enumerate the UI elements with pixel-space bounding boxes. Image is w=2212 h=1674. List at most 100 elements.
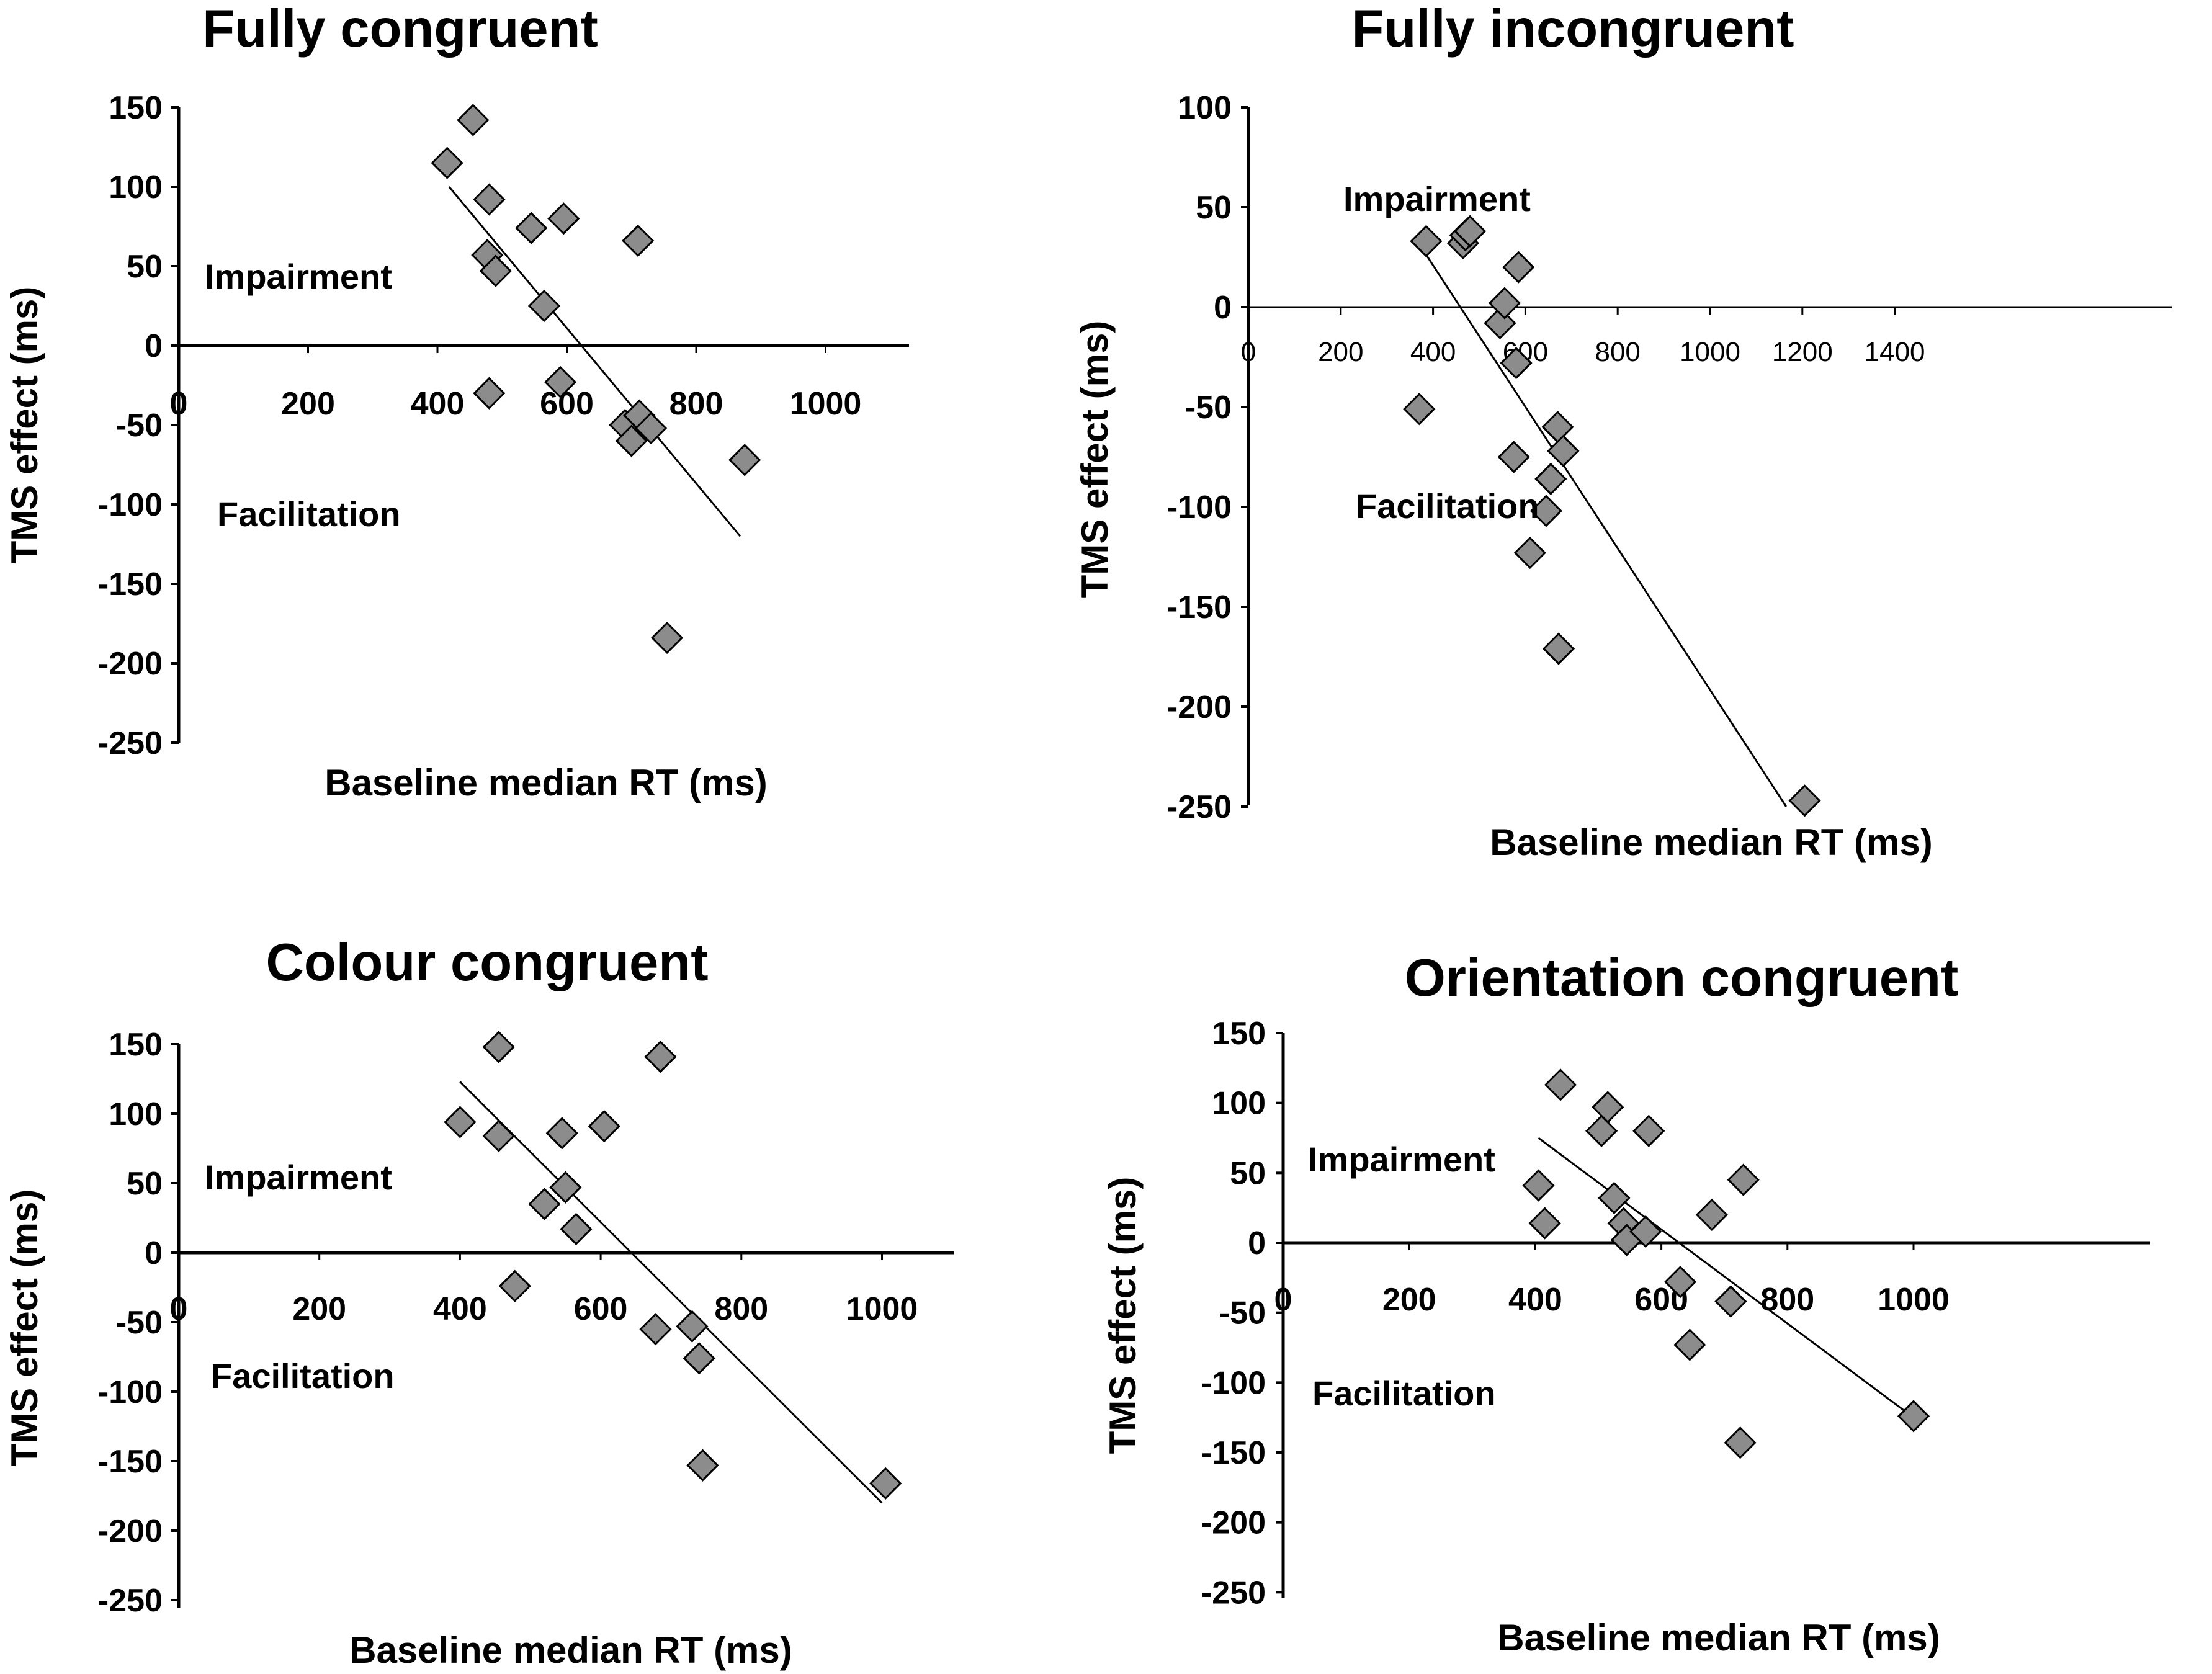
data-point [482,1031,515,1063]
annotation-facilitation: Facilitation [1356,486,1539,526]
data-point [1663,1265,1697,1299]
annotation-impairment: Impairment [1343,179,1531,218]
y-ticks: 100 50 0 -50 -100 -150 -200 -250 [1167,90,1248,825]
annotation-impairment: Impairment [205,1158,392,1197]
data-point [1592,1091,1624,1124]
data-point [515,212,548,244]
annotation-facilitation: Facilitation [1312,1374,1496,1413]
data-point [545,1117,578,1150]
y-tick-label: 150 [109,90,163,126]
data-point [482,1119,515,1152]
y-tick-label: -150 [1201,1435,1266,1471]
data-point [498,1269,531,1302]
x-axis-label: Baseline median RT (ms) [1497,1617,1940,1658]
chart-title: Colour congruent [266,933,709,992]
annotation-impairment: Impairment [205,257,392,296]
y-tick-label: -100 [98,487,163,523]
data-point [1453,215,1487,248]
x-tick-label: 1000 [790,386,862,422]
panel-orientation-congruent: Orientation congruent 150100500-50-100-1… [1102,949,2150,1658]
panel-fully-incongruent: Fully incongruent 100 50 0 -50 -100 -150 -200 -… [1074,0,2172,863]
y-tick-label: -200 [98,1513,163,1549]
data-point [1629,1215,1662,1248]
chart-title: Fully congruent [202,0,598,58]
x-tick-label: 200 [292,1291,346,1327]
y-tick-label: 50 [127,1166,163,1202]
data-point [1542,632,1575,665]
y-tick-label: -50 [116,1305,163,1341]
y-tick-label: 100 [109,169,163,205]
data-point [1544,1068,1577,1101]
x-ticks: 0 200 400 600 800 1000 [170,1253,918,1327]
x-tick-label: 800 [714,1291,768,1327]
data-point [1541,411,1574,444]
y-tick-label: 100 [109,1096,163,1132]
y-axis-label: TMS effect (ms) [4,1189,45,1467]
x-tick-label: 200 [1318,337,1363,367]
data-point [1529,495,1563,527]
data-point [1534,462,1567,496]
y-tick-label: -200 [98,646,163,682]
data-point [549,1171,582,1204]
y-ticks: 150 100 50 0 -50 -100 -150 -200 -250 [1201,1016,1283,1611]
data-point [639,1313,672,1346]
data-point [622,224,655,257]
data-point [650,621,684,655]
data-point [1788,784,1821,817]
data-point [1488,287,1521,320]
data-point [1403,393,1436,426]
y-tick-label: 150 [109,1027,163,1063]
y-tick-label: -100 [1167,490,1232,526]
x-tick-label: 400 [1508,1282,1562,1318]
data-point [1497,441,1530,473]
y-tick-label: 100 [1178,90,1232,126]
y-tick-label: 0 [1248,1225,1266,1261]
data-point [615,424,648,457]
y-tick-label: -250 [1201,1575,1266,1611]
y-axis-label: TMS effect (ms) [1074,321,1116,598]
data-point [1897,1400,1930,1433]
x-axis-label: Baseline median RT (ms) [1490,821,1933,863]
data-points [444,1031,902,1500]
x-ticks: 0 200 400 600 800 1000 [170,346,862,422]
y-ticks: 150 100 50 0 -50 -100 -150 -200 -250 [98,1027,179,1619]
data-point [1522,1169,1555,1202]
x-tick-label: 0 [1274,1282,1292,1318]
y-tick-label: -150 [1167,589,1232,625]
data-point [686,1449,719,1482]
x-tick-label: 400 [433,1291,487,1327]
y-tick-label: -250 [1167,789,1232,825]
data-points [1522,1068,1930,1459]
x-tick-label: 0 [170,386,188,422]
x-ticks: 0 200 400 600 800 1000 [1274,1243,1950,1318]
y-axis-label: TMS effect (ms) [4,287,45,564]
x-tick-label: 0 [1241,337,1256,367]
y-tick-label: -100 [98,1374,163,1410]
x-axis-label: Baseline median RT (ms) [349,1629,792,1671]
data-point [1547,434,1580,467]
x-tick-label: 1000 [1878,1282,1950,1318]
y-tick-label: -100 [1201,1365,1266,1401]
y-tick-label: 150 [1212,1016,1266,1052]
y-ticks: 150 100 50 0 -50 -100 -150 -200 -250 [98,90,179,761]
panel-fully-congruent: Fully congruent 150100500-50-100-150-200… [4,0,909,803]
data-point [444,1106,477,1139]
chart-title: Orientation congruent [1405,949,1959,1008]
x-tick-label: 1000 [846,1291,918,1327]
x-tick-label: 200 [281,386,335,422]
data-point [1585,1114,1618,1147]
y-tick-label: -200 [1167,689,1232,725]
trendline [459,1081,883,1504]
y-tick-label: -50 [116,408,163,444]
trendline [1423,251,1788,807]
trendline [1538,1137,1914,1418]
panel-colour-congruent: Colour congruent 150100500-50-100-150-20… [4,933,954,1671]
data-point [869,1467,902,1500]
data-point [1410,225,1443,257]
data-point [1632,1114,1665,1147]
data-point [547,202,580,235]
data-point [457,104,490,137]
y-tick-label: 50 [1230,1155,1266,1191]
y-tick-label: -150 [98,1444,163,1480]
data-point [528,1188,561,1220]
